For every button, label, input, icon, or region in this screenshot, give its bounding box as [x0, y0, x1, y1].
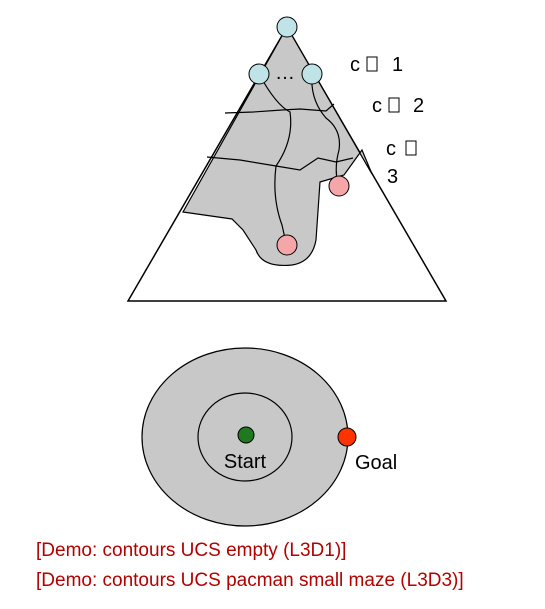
cost-label-2-glyph-icon: [388, 97, 400, 113]
contour-line-1: [224, 103, 335, 114]
circle-diagram: Start Goal: [141, 347, 397, 527]
cost-label-1-value: 1: [392, 54, 403, 76]
goal-dot-icon: [337, 427, 357, 447]
cost-label-1-c: c: [350, 54, 360, 76]
child-node-left-icon: [248, 63, 270, 85]
demo-link-small-maze: [Demo: contours UCS pacman small maze (L…: [36, 570, 464, 591]
goal-node-bottom-icon: [276, 234, 298, 256]
triangle-diagram: … c 1 c 2 c 3: [126, 16, 448, 302]
root-node-icon: [276, 16, 298, 38]
start-label: Start: [224, 451, 267, 473]
cost-label-1: c 1: [350, 54, 403, 76]
cost-label-2: c 2: [372, 95, 424, 117]
cost-label-3-value: 3: [387, 166, 398, 188]
cost-label-2-value: 2: [413, 95, 424, 117]
cost-label-3-glyph-icon: [405, 140, 417, 156]
cost-label-3-c: c: [386, 138, 396, 160]
ellipsis-label: …: [275, 62, 295, 84]
child-node-right-icon: [301, 63, 323, 85]
search-path-right: [311, 73, 341, 186]
contour-line-2: [206, 156, 354, 171]
demo-link-empty: [Demo: contours UCS empty (L3D1)]: [36, 540, 347, 561]
goal-node-right-icon: [328, 175, 350, 197]
cost-label-3: c 3: [386, 138, 417, 188]
cost-label-1-glyph-icon: [366, 56, 378, 72]
start-dot-icon: [237, 426, 255, 444]
cost-label-2-c: c: [372, 95, 382, 117]
goal-label: Goal: [355, 452, 397, 474]
search-path-left: [258, 73, 292, 244]
explored-region: [182, 25, 373, 267]
